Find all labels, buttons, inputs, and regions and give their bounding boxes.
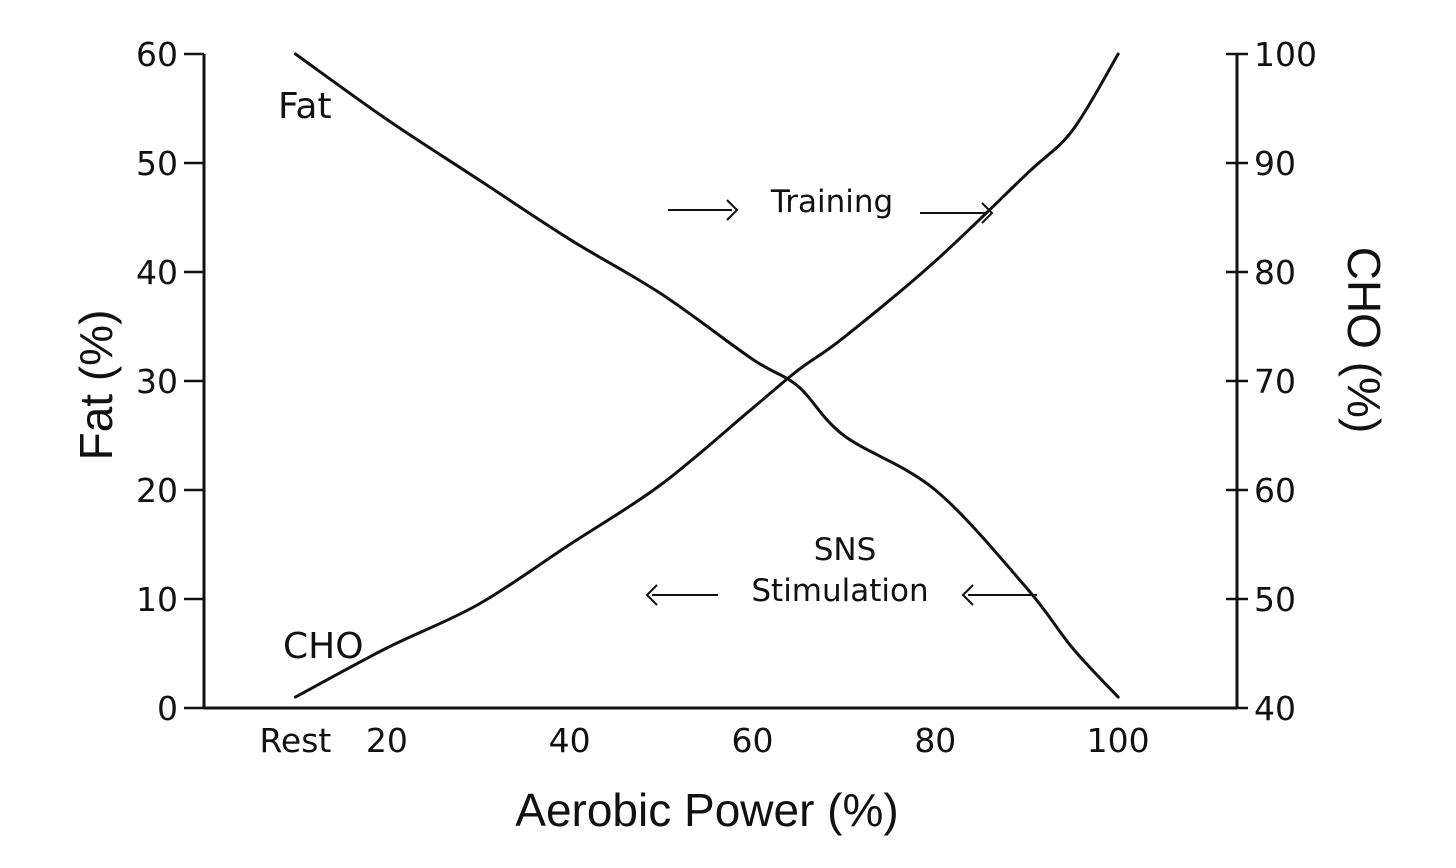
training-annotation: Training (668, 184, 994, 224)
x-tick-label: 60 (731, 721, 773, 760)
right-y-axis-title: CHO (%) (1338, 247, 1390, 434)
series-label-cho: CHO (283, 626, 364, 667)
x-tick-label: 40 (549, 721, 591, 760)
right-y-tick-label: 100 (1254, 35, 1317, 74)
training-label: Training (770, 184, 893, 220)
x-tick-label: 100 (1087, 721, 1150, 760)
right-y-tick-label: 80 (1254, 253, 1296, 292)
x-tick-label: 20 (366, 721, 408, 760)
left-y-tick-label: 60 (136, 35, 178, 74)
cho-curve (293, 52, 1120, 699)
sns-label-line2: Stimulation (751, 573, 928, 609)
right-y-tick-label: 40 (1254, 689, 1296, 728)
left-y-axis-title: Fat (%) (70, 310, 122, 461)
sns-label-line1: SNS (814, 532, 877, 568)
left-y-tick-label: 30 (136, 362, 178, 401)
fat-curve (293, 52, 1120, 699)
left-y-tick-label: 0 (157, 689, 178, 728)
left-y-tick-label: 10 (136, 580, 178, 619)
sns-annotation: SNS Stimulation (645, 532, 1037, 609)
sns-arrow-right (961, 584, 1037, 606)
axis-ticks (184, 52, 1248, 710)
training-arrow-right (920, 202, 994, 224)
right-y-tick-label: 90 (1254, 144, 1296, 183)
right-y-tick-label: 70 (1254, 362, 1296, 401)
x-axis-title: Aerobic Power (%) (515, 784, 898, 836)
series-label-fat: Fat (278, 86, 332, 127)
sns-arrow-left (645, 584, 718, 606)
x-tick-label: Rest (259, 721, 331, 760)
left-y-tick-label: 40 (136, 253, 178, 292)
right-y-tick-label: 50 (1254, 580, 1296, 619)
data-curves (293, 52, 1120, 699)
x-tick-label: 80 (914, 721, 956, 760)
training-arrow-left (668, 199, 739, 221)
right-y-tick-label: 60 (1254, 471, 1296, 510)
left-y-tick-label: 20 (136, 471, 178, 510)
tick-labels: 0 10 20 30 40 50 60 40 50 60 70 80 90 100 Rest 20 40 60 80… (136, 35, 1317, 760)
left-y-tick-label: 50 (136, 144, 178, 183)
